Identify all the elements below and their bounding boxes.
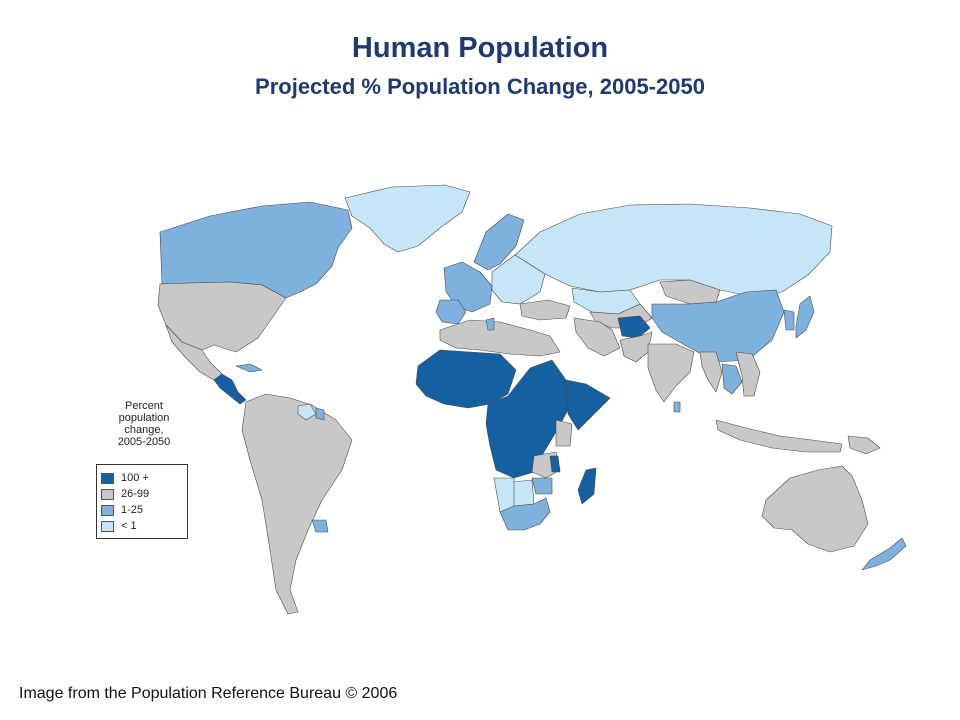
- region-papua-new-guinea: [847, 435, 881, 455]
- legend-title-line: 2005-2050: [117, 436, 171, 448]
- region-china: [651, 289, 785, 363]
- legend-swatch: [101, 504, 114, 516]
- region-greenland: [344, 184, 471, 253]
- legend-title-line: Percent: [125, 400, 163, 412]
- region-central-east-africa: [485, 359, 569, 479]
- region-horn-of-africa: [565, 379, 611, 431]
- legend-label: 100 +: [121, 472, 149, 484]
- region-malawi: [549, 455, 561, 473]
- legend-label: < 1: [121, 520, 137, 532]
- region-japan: [795, 295, 815, 339]
- region-india: [647, 343, 695, 403]
- region-south-america: [241, 393, 353, 615]
- region-central-america: [213, 373, 247, 405]
- region-guyana: [297, 403, 317, 421]
- region-madagascar: [577, 467, 597, 505]
- region-afghanistan: [617, 315, 651, 339]
- legend-title-line: population: [118, 412, 170, 424]
- region-australia: [761, 465, 869, 553]
- region-indonesia: [715, 419, 843, 453]
- legend-title-line: change,: [124, 424, 164, 436]
- legend-item: 100 +: [101, 471, 183, 485]
- region-zimbabwe: [531, 477, 553, 495]
- region-myanmar: [699, 351, 723, 393]
- region-cuba: [235, 363, 263, 373]
- legend-label: 26-99: [121, 488, 150, 500]
- region-korea: [783, 309, 795, 331]
- region-thailand: [721, 363, 743, 395]
- map-subtitle: Projected % Population Change, 2005-2050: [255, 74, 705, 99]
- region-southeast-asia: [735, 351, 761, 397]
- legend-item: < 1: [101, 519, 183, 533]
- region-namibia: [493, 477, 515, 513]
- region-scandinavia: [473, 213, 525, 271]
- legend-item: 26-99: [101, 487, 183, 501]
- region-western-europe: [443, 261, 493, 313]
- map-legend: 100 + 26-99 1-25 < 1: [96, 464, 188, 539]
- region-new-zealand: [861, 537, 907, 571]
- region-suriname: [315, 407, 325, 421]
- legend-swatch: [101, 520, 114, 532]
- region-uruguay: [311, 519, 329, 533]
- image-credit: Image from the Population Reference Bure…: [19, 685, 398, 702]
- map-title: Human Population: [351, 32, 609, 64]
- legend-swatch: [101, 488, 114, 500]
- region-iran: [573, 317, 621, 357]
- region-sri-lanka: [673, 401, 681, 413]
- legend-swatch: [101, 472, 114, 484]
- region-sahel-west-africa: [415, 349, 517, 409]
- region-tunisia: [485, 317, 495, 331]
- legend-label: 1-25: [121, 504, 144, 516]
- region-turkey-caucasus: [519, 299, 571, 321]
- region-south-africa: [499, 497, 551, 531]
- region-north-africa: [439, 319, 561, 357]
- region-kenya: [555, 419, 573, 447]
- region-eastern-europe: [491, 254, 546, 305]
- legend-title: Percent population change, 2005-2050: [96, 400, 192, 448]
- region-botswana: [511, 479, 535, 507]
- legend-item: 1-25: [101, 503, 183, 517]
